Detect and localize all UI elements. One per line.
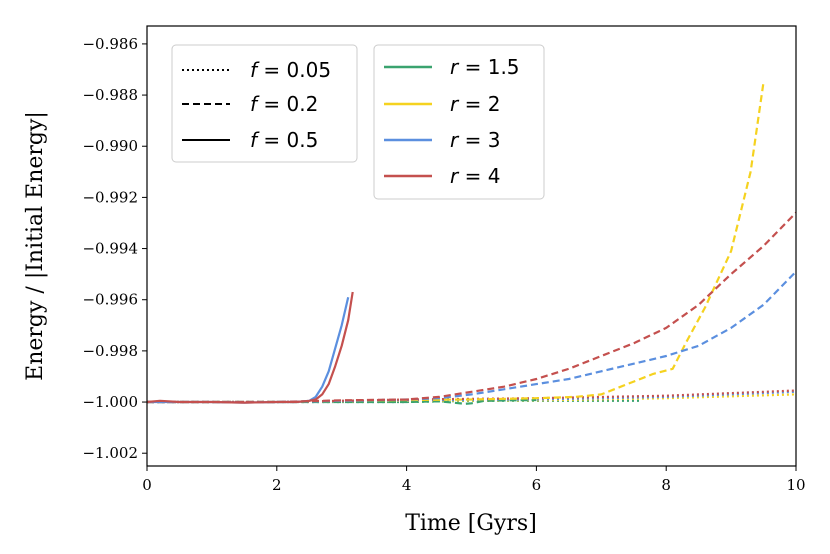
legend-f-0.5-value: 0.5 [287, 128, 319, 152]
x-tick-label: 2 [272, 476, 282, 494]
legend-f-0.2-label: f = 0.2 [250, 92, 318, 116]
legend-linestyle: f = 0.05 f = 0.2 f = 0.5 [171, 44, 358, 163]
legend-r-2-var: r [450, 92, 460, 116]
x-tick-label: 6 [532, 476, 542, 494]
legend-f-0.5-eq: = [257, 128, 286, 152]
legend-r-4-label: r = 4 [450, 164, 500, 188]
y-tick-label: −0.996 [82, 291, 138, 309]
y-tick-label: −0.992 [82, 188, 138, 206]
legend-r-1.5-value: 1.5 [488, 55, 520, 79]
series-line-4 [147, 398, 537, 405]
x-tick-label: 10 [786, 476, 805, 494]
x-tick-label: 8 [661, 476, 671, 494]
y-tick-label: −0.986 [82, 35, 138, 53]
x-tick-label: 4 [402, 476, 412, 494]
legend-r-4-value: 4 [488, 164, 501, 188]
legend-r-2-label: r = 2 [450, 92, 500, 116]
series-line-5 [147, 82, 765, 404]
series-line-1 [147, 393, 796, 404]
series-line-9 [147, 291, 354, 404]
legend-color-box [373, 44, 545, 200]
legend-r-2-value: 2 [488, 92, 501, 116]
legend-f-0.5-var: f [250, 128, 260, 152]
plot-frame [146, 25, 797, 467]
legend-r-1.5-eq: = [458, 55, 487, 79]
legend-f-0.05-label: f = 0.05 [250, 58, 331, 82]
series-line-6 [147, 270, 796, 404]
legend-r-4-var: r [450, 164, 460, 188]
y-tick-label: −0.990 [82, 137, 138, 155]
y-tick-label: −0.998 [82, 342, 138, 360]
legend-f-0.2-var: f [250, 92, 260, 116]
legend-r-3-value: 3 [488, 128, 501, 152]
legend-r-1.5-label: r = 1.5 [450, 55, 520, 79]
legend-r-2-eq: = [458, 92, 487, 116]
legend-r-4-eq: = [458, 164, 487, 188]
legend-f-0.2-value: 0.2 [287, 92, 319, 116]
legend-r-3-label: r = 3 [450, 128, 500, 152]
legend-linestyle-box [171, 44, 358, 163]
series-line-3 [147, 389, 796, 404]
y-axis-title: Energy / |Initial Energy| [23, 111, 48, 381]
y-tick-label: −0.994 [82, 240, 138, 258]
legend-f-0.05-eq: = [257, 58, 286, 82]
legend-f-0.2-eq: = [257, 92, 286, 116]
legend-f-0.05-value: 0.05 [287, 58, 332, 82]
ticks-layer: 0 2 4 6 8 10 −1.002 −1.000 −0.998 −0.996 −0.994 −0.… [82, 35, 805, 494]
series-line-2 [147, 390, 796, 404]
x-tick-label: 0 [142, 476, 152, 494]
series-layer [147, 82, 796, 405]
legend-r-3-var: r [450, 128, 460, 152]
y-tick-label: −0.988 [82, 86, 138, 104]
legend-f-0.05-var: f [250, 58, 260, 82]
x-axis-title: Time [Gyrs] [405, 511, 537, 536]
series-line-7 [147, 211, 796, 404]
legend-r-1.5-var: r [450, 55, 460, 79]
y-tick-label: −1.002 [82, 444, 138, 462]
legend-r-3-eq: = [458, 128, 487, 152]
legend-color: r = 1.5 r = 2 r = 3 r = 4 [373, 44, 545, 200]
legend-f-0.5-label: f = 0.5 [250, 128, 318, 152]
y-tick-label: −1.000 [82, 393, 138, 411]
